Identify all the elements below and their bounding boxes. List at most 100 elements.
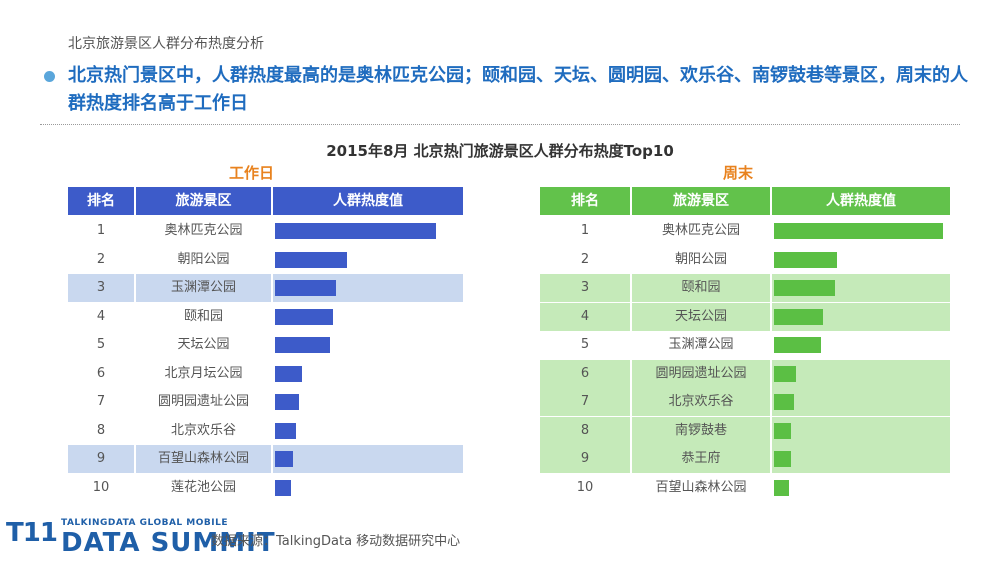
scenic-spot-cell: 恭王府: [632, 445, 770, 473]
table-header-cell: 人群热度值: [273, 187, 463, 215]
rank-cell: 4: [540, 302, 630, 331]
heat-value-cell: [772, 246, 950, 274]
rank-cell: 2: [96, 251, 106, 267]
table-header-cell: 人群热度值: [772, 187, 950, 215]
scenic-spot-cell: 朝阳公园: [177, 251, 230, 267]
table-row: 3 颐和园: [540, 274, 950, 302]
chart-title: 2015年8月 北京热门旅游景区人群分布热度Top10: [326, 142, 674, 160]
page-subtitle: 北京旅游景区人群分布热度分析: [68, 36, 264, 52]
weekday-table: 排名 旅游景区 人群热度值 1 奥林匹克公园 2 朝阳公园 3 玉渊潭公园 4 颐和园 5 天坛公园 6 北…: [68, 187, 463, 497]
heat-bar: [275, 422, 296, 439]
scenic-spot-cell: 玉渊潭公园: [668, 337, 734, 352]
heat-value-cell: [772, 302, 950, 331]
scenic-spot-cell: 颐和园: [183, 308, 223, 324]
heat-bar: [275, 394, 300, 410]
source-note: 数据来源：TalkingData 移动数据研究中心: [211, 534, 461, 549]
table-row: 1 奥林匹克公园: [540, 217, 950, 245]
heat-bar: [275, 365, 303, 382]
table-row: 1 奥林匹克公园: [68, 217, 463, 245]
rank-cell: 6: [540, 359, 630, 388]
rank-cell: 3: [540, 274, 630, 302]
rank-cell: 5: [580, 337, 590, 352]
table-row: 2 朝阳公园: [540, 246, 950, 274]
table-row: 5 玉渊潭公园: [540, 331, 950, 359]
heat-bar: [275, 308, 333, 325]
heat-bar: [275, 337, 330, 353]
rank-cell: 1: [96, 223, 106, 238]
table-row: 2 朝阳公园: [68, 246, 463, 274]
heat-value-cell: [772, 359, 950, 388]
heat-value-cell: [273, 246, 463, 274]
heat-value-cell: [772, 217, 950, 245]
heat-bar: [275, 479, 292, 496]
table-row: 9 恭王府: [540, 445, 950, 473]
scenic-spot-cell: 颐和园: [632, 274, 770, 302]
logo-line1: TALKINGDATA GLOBAL MOBILE: [61, 518, 229, 528]
heat-value-cell: [273, 274, 463, 302]
table-header-cell: 排名: [68, 187, 134, 215]
divider: [40, 124, 960, 125]
rank-cell: 8: [96, 422, 106, 438]
heat-bar: [774, 365, 796, 382]
heat-bar: [774, 280, 835, 296]
heat-bar: [774, 479, 790, 496]
scenic-spot-cell: 奥林匹克公园: [164, 223, 243, 238]
table-row: 4 颐和园: [68, 303, 463, 331]
table-row: 10 百望山森林公园: [540, 474, 950, 502]
table-row: 7 圆明园遗址公园: [68, 388, 463, 416]
table-row: 6 北京月坛公园: [68, 360, 463, 388]
heat-bar: [774, 422, 791, 439]
summit-logo: T11 TALKINGDATA GLOBAL MOBILE DATA SUMMI…: [6, 516, 275, 560]
scenic-spot-cell: 北京欢乐谷: [170, 422, 236, 438]
rank-cell: 2: [580, 251, 590, 267]
scenic-spot-cell: 圆明园遗址公园: [632, 359, 770, 388]
rank-cell: 9: [68, 445, 134, 473]
scenic-spot-cell: 百望山森林公园: [136, 445, 271, 473]
heat-value-cell: [772, 331, 950, 359]
rank-cell: 10: [576, 479, 594, 495]
table-header-cell: 旅游景区: [136, 187, 271, 215]
scenic-spot-cell: 玉渊潭公园: [136, 274, 271, 302]
table-row: 4 天坛公园: [540, 302, 950, 331]
rank-cell: 8: [540, 416, 630, 445]
headline: 北京热门景区中，人群热度最高的是奥林匹克公园；颐和园、天坛、圆明园、欢乐谷、南锣…: [68, 65, 968, 114]
rank-cell: 3: [68, 274, 134, 302]
heat-value-cell: [273, 388, 463, 416]
scenic-spot-cell: 北京欢乐谷: [632, 388, 770, 416]
heat-bar: [774, 308, 823, 325]
heat-value-cell: [772, 388, 950, 416]
logo-mark: T11: [6, 518, 58, 548]
heat-bar: [774, 394, 795, 410]
rank-cell: 7: [96, 394, 106, 409]
heat-value-cell: [273, 474, 463, 502]
heat-bar: [275, 251, 348, 268]
rank-cell: 10: [92, 479, 110, 495]
rank-cell: 7: [540, 388, 630, 416]
heat-bar: [275, 280, 337, 296]
scenic-spot-cell: 天坛公园: [177, 337, 230, 352]
scenic-spot-cell: 莲花池公园: [170, 479, 236, 495]
scenic-spot-cell: 圆明园遗址公园: [157, 394, 249, 409]
table-row: 9 百望山森林公园: [68, 445, 463, 473]
heat-value-cell: [273, 417, 463, 445]
scenic-spot-cell: 南锣鼓巷: [632, 416, 770, 445]
table-row: 3 玉渊潭公园: [68, 274, 463, 302]
heat-bar: [774, 251, 837, 268]
table-row: 7 北京欢乐谷: [540, 388, 950, 416]
heat-value-cell: [273, 360, 463, 388]
scenic-spot-cell: 北京月坛公园: [164, 365, 243, 381]
table-row: 10 莲花池公园: [68, 474, 463, 502]
table-row: 8 南锣鼓巷: [540, 416, 950, 445]
heat-bar: [275, 223, 436, 239]
heat-value-cell: [772, 416, 950, 445]
table-row: 8 北京欢乐谷: [68, 417, 463, 445]
heat-value-cell: [273, 445, 463, 473]
table-header-cell: 排名: [540, 187, 630, 215]
heat-bar: [774, 337, 822, 353]
heat-value-cell: [273, 217, 463, 245]
heat-bar: [774, 451, 791, 467]
heat-bar: [774, 223, 943, 239]
logo-line2: DATA SUMMIT: [61, 528, 276, 558]
table-row: 5 天坛公园: [68, 331, 463, 359]
scenic-spot-cell: 奥林匹克公园: [661, 223, 740, 238]
